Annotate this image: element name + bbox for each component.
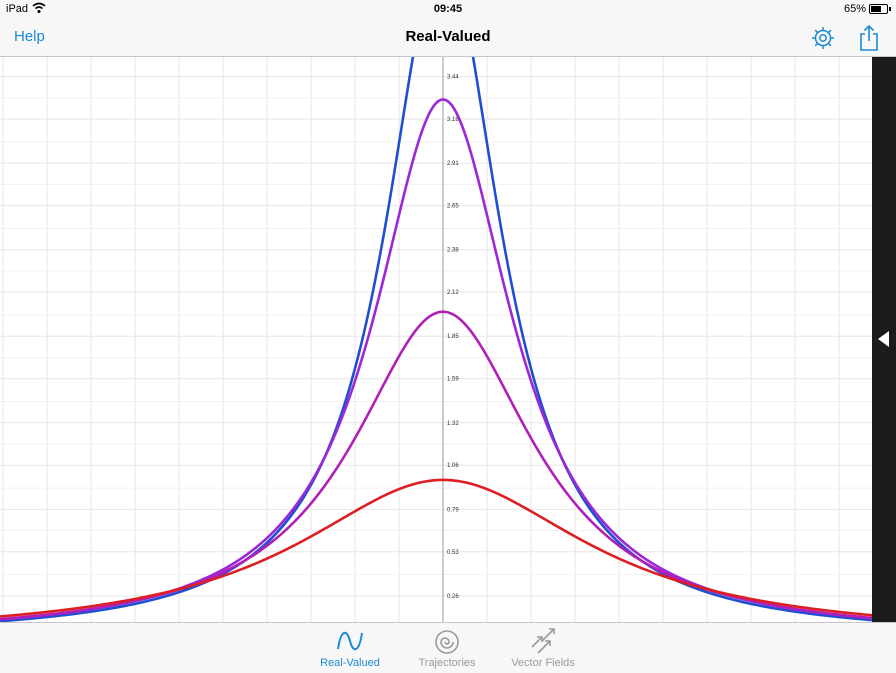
y-tick-label: 2.91 xyxy=(447,161,459,167)
battery-icon xyxy=(869,4,891,14)
side-panel-toggle[interactable] xyxy=(872,57,896,622)
help-button[interactable]: Help xyxy=(14,28,45,45)
y-tick-label: 3.18 xyxy=(447,117,459,123)
collapse-arrow-icon xyxy=(878,331,889,347)
tab-real-valued[interactable]: Real-Valued xyxy=(300,627,400,671)
curve-series-1 xyxy=(0,57,872,622)
y-tick-label: 0.53 xyxy=(447,550,459,556)
status-bar: iPad 09:45 65% xyxy=(0,0,896,18)
spiral-icon xyxy=(435,630,459,654)
status-time: 09:45 xyxy=(433,3,463,15)
y-tick-label: 2.38 xyxy=(447,248,459,254)
y-tick-label: 3.44 xyxy=(447,75,459,81)
y-tick-label: 1.32 xyxy=(447,421,459,427)
y-tick-label: 2.65 xyxy=(447,204,459,210)
curve-series-4 xyxy=(0,478,872,618)
gear-icon[interactable] xyxy=(810,25,836,51)
graph-canvas[interactable]: 0.26 0.53 0.79 1.06 1.32 1.59 1.85 2.12 2.38 2.65… xyxy=(0,57,872,622)
wave-icon xyxy=(337,631,363,651)
page-title: Real-Valued xyxy=(405,28,491,45)
curve-series-2 xyxy=(0,98,872,621)
y-tick-label: 0.26 xyxy=(447,594,459,600)
y-tick-label: 0.79 xyxy=(447,507,459,513)
wifi-icon xyxy=(32,2,46,13)
tab-label: Vector Fields xyxy=(511,657,575,669)
y-tick-label: 1.59 xyxy=(447,377,459,383)
tab-label: Real-Valued xyxy=(320,657,380,669)
navigation-bar: Help Real-Valued xyxy=(0,18,896,57)
tab-vector-fields[interactable]: Vector Fields xyxy=(493,627,593,671)
function-plot[interactable]: 0.26 0.53 0.79 1.06 1.32 1.59 1.85 2.12 2.38 2.65… xyxy=(0,57,872,622)
y-tick-label: 2.12 xyxy=(447,290,459,296)
tab-label: Trajectories xyxy=(418,657,476,669)
share-icon[interactable] xyxy=(856,24,882,52)
arrows-icon xyxy=(531,628,555,654)
battery-percent: 65% xyxy=(843,3,866,15)
tab-trajectories[interactable]: Trajectories xyxy=(397,627,497,671)
carrier-label: iPad xyxy=(6,3,29,15)
tab-bar: Real-Valued Trajectories Vector Fields xyxy=(0,622,896,673)
y-tick-label: 1.85 xyxy=(447,334,459,340)
y-tick-label: 1.06 xyxy=(447,463,459,469)
